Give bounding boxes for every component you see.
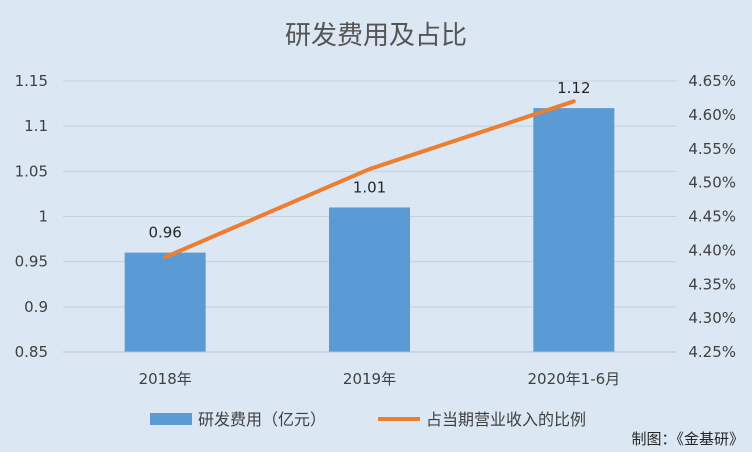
legend-bar-swatch bbox=[150, 413, 192, 425]
legend-bar-label: 研发费用（亿元） bbox=[198, 410, 326, 429]
legend: 研发费用（亿元） 占当期营业收入的比例 bbox=[150, 410, 586, 429]
x-axis-tick-label: 2020年1-6月 bbox=[527, 370, 620, 388]
right-axis-tick-label: 4.65% bbox=[688, 72, 736, 90]
right-axis-tick-label: 4.45% bbox=[688, 208, 736, 226]
left-axis-tick-label: 1.15 bbox=[15, 72, 48, 90]
bar bbox=[329, 207, 410, 352]
legend-line-label: 占当期营业收入的比例 bbox=[426, 410, 586, 429]
left-axis-tick-label: 0.85 bbox=[15, 343, 48, 361]
bar bbox=[533, 108, 615, 352]
data-labels: 0.96 1.01 1.12 bbox=[148, 79, 590, 242]
left-axis-tick-label: 1.05 bbox=[15, 162, 48, 180]
right-axis-tick-label: 4.50% bbox=[688, 174, 736, 192]
bar bbox=[124, 252, 206, 352]
left-axis: 0.85 0.9 0.95 1 1.05 1.1 1.15 bbox=[15, 72, 48, 361]
x-axis: 2018年 2019年 2020年1-6月 bbox=[63, 351, 676, 388]
right-axis-tick-label: 4.35% bbox=[688, 275, 736, 293]
bar-series bbox=[124, 108, 615, 352]
right-axis: 4.25% 4.30% 4.35% 4.40% 4.45% 4.50% 4.55% 4.60%… bbox=[688, 72, 736, 361]
bar-data-label: 1.12 bbox=[557, 79, 590, 97]
bar-data-label: 1.01 bbox=[353, 178, 386, 196]
right-axis-tick-label: 4.60% bbox=[688, 106, 736, 124]
chart-title: 研发费用及占比 bbox=[285, 21, 467, 51]
right-axis-tick-label: 4.30% bbox=[688, 309, 736, 327]
left-axis-tick-label: 0.9 bbox=[24, 298, 48, 316]
x-axis-tick-label: 2018年 bbox=[139, 370, 192, 388]
x-axis-tick-label: 2019年 bbox=[343, 370, 396, 388]
left-axis-tick-label: 0.95 bbox=[15, 253, 48, 271]
bar-data-label: 0.96 bbox=[148, 224, 181, 242]
left-axis-tick-label: 1 bbox=[38, 208, 48, 226]
right-axis-tick-label: 4.55% bbox=[688, 140, 736, 158]
right-axis-tick-label: 4.25% bbox=[688, 343, 736, 361]
right-axis-tick-label: 4.40% bbox=[688, 241, 736, 259]
ratio-line bbox=[163, 99, 576, 260]
left-axis-tick-label: 1.1 bbox=[24, 117, 48, 135]
line-series bbox=[163, 99, 576, 260]
credit-label: 制图：《金基研》 bbox=[631, 430, 744, 448]
